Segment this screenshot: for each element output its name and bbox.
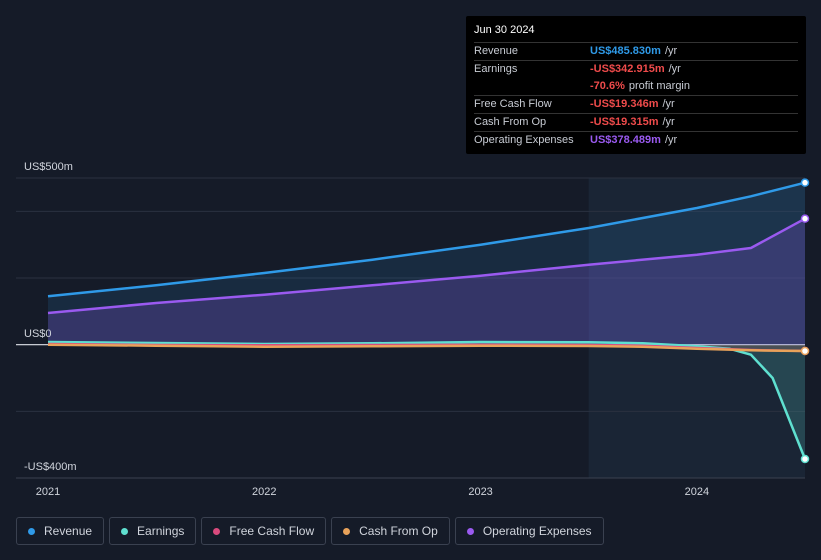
tooltip: Jun 30 2024 Revenue US$485.830m/yr Earning… [466, 16, 806, 154]
legend-label: Cash From Op [359, 524, 438, 538]
earnings-line [47, 340, 807, 460]
operating-expenses-end-point [800, 214, 810, 223]
tooltip-row-value: US$378.489m [590, 134, 661, 146]
highlight-region [588, 178, 805, 478]
legend-label: Free Cash Flow [229, 524, 315, 538]
tooltip-row-value: -US$19.346m [590, 98, 659, 110]
x-tick-label-2023: 2023 [468, 486, 492, 498]
tooltip-row-label: Revenue [474, 45, 519, 57]
legend-label: Earnings [137, 524, 185, 538]
revenue-end-point [800, 178, 810, 187]
legend-dot-icon [28, 527, 35, 535]
legend-dot-icon [343, 527, 351, 535]
operating-expenses-line [47, 217, 806, 315]
tooltip-row: Free Cash Flow -US$19.346m/yr [474, 95, 798, 113]
legend-dot-icon [466, 527, 474, 535]
legend-dot-icon [213, 527, 221, 535]
legend-item-cash-from-op[interactable]: Cash From Op [331, 517, 450, 545]
tooltip-row-unit: /yr [664, 45, 678, 57]
y-tick-label-bottom: -US$400m [24, 461, 77, 473]
tooltip-row: Earnings -US$342.915m/yr [474, 60, 798, 78]
y-tick-label-zero: US$0 [24, 328, 52, 340]
tooltip-row: Cash From Op -US$19.315m/yr [474, 113, 798, 131]
tooltip-row-label: Free Cash Flow [474, 98, 552, 110]
revenue-line [47, 181, 806, 298]
tooltip-row: Revenue US$485.830m/yr [474, 42, 798, 60]
legend-item-earnings[interactable]: Earnings [109, 517, 197, 545]
tooltip-row-value: -US$342.915m [590, 63, 665, 75]
tooltip-row: -70.6% profit margin [474, 78, 798, 95]
x-tick-label-2022: 2022 [252, 486, 276, 498]
tooltip-row-unit: /yr [664, 134, 678, 146]
tooltip-row-label: Cash From Op [474, 116, 547, 128]
legend-item-operating-expenses[interactable]: Operating Expenses [454, 517, 604, 545]
tooltip-row: Operating Expenses US$378.489m/yr [474, 131, 798, 149]
legend-item-free-cash-flow[interactable]: Free Cash Flow [201, 517, 327, 545]
tooltip-row-value: -US$19.315m [590, 116, 659, 128]
tooltip-row-unit: /yr [668, 63, 681, 75]
legend-label: Operating Expenses [482, 524, 592, 538]
legend-item-revenue[interactable]: Revenue [16, 517, 105, 545]
tooltip-row-value: US$485.830m [590, 45, 661, 57]
earnings-end-point [800, 454, 810, 464]
tooltip-date: Jun 30 2024 [474, 24, 535, 36]
cash-from-op-line [47, 343, 806, 353]
cash-from-op-end-point [800, 346, 810, 356]
tooltip-row-unit: /yr [662, 116, 675, 128]
legend: Revenue Earnings Free Cash Flow Cash From O… [16, 517, 604, 545]
tooltip-row-unit: profit margin [628, 80, 690, 92]
tooltip-row-unit: /yr [662, 98, 675, 110]
tooltip-row-label: Earnings [474, 63, 518, 75]
tooltip-row-label [474, 78, 590, 95]
y-tick-label-top: US$500m [24, 161, 73, 173]
tooltip-row-value: -70.6% [590, 80, 625, 92]
x-tick-label-2024: 2024 [685, 486, 709, 498]
legend-dot-icon [121, 527, 129, 535]
legend-label: Revenue [44, 524, 93, 538]
x-tick-label-2021: 2021 [36, 486, 60, 498]
tooltip-row-label: Operating Expenses [474, 134, 574, 146]
